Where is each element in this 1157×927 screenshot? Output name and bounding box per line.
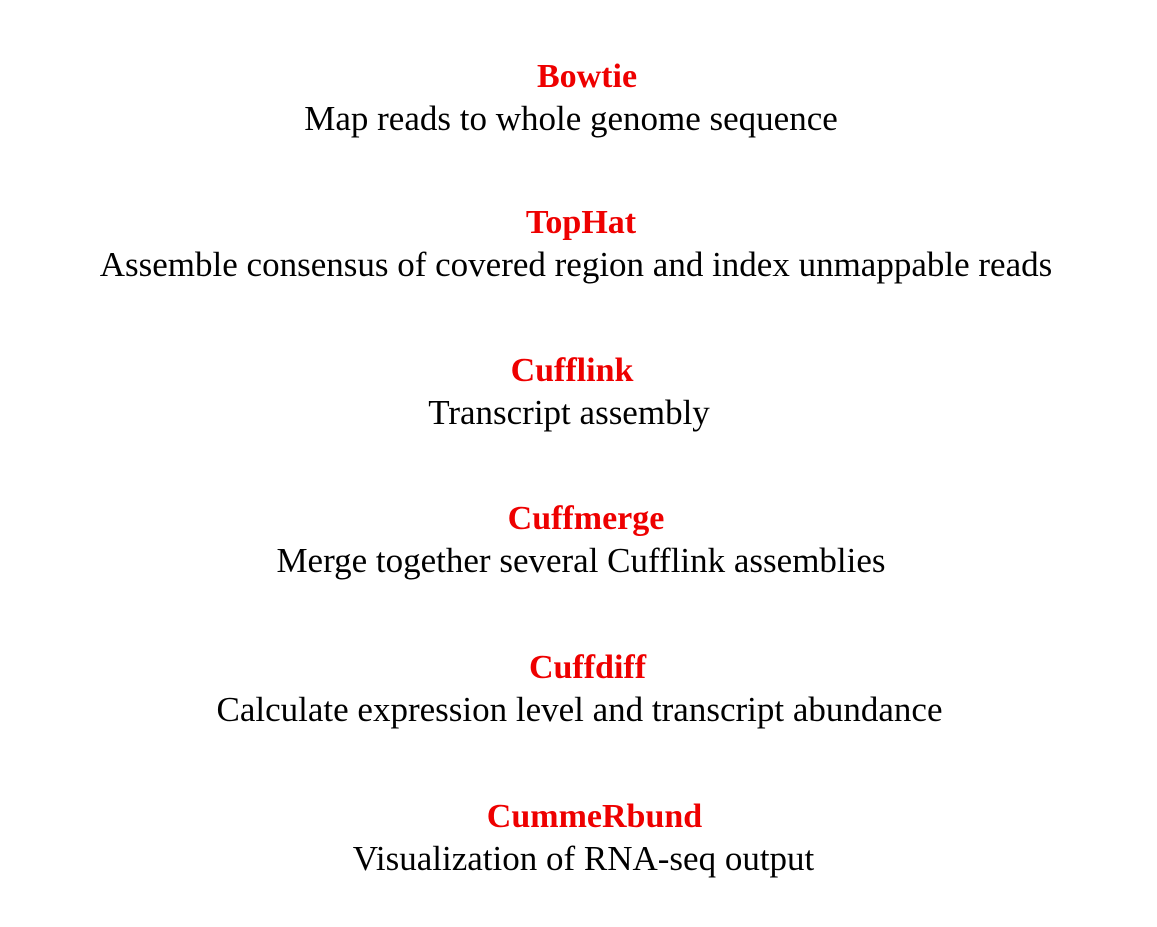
tool-name: TopHat: [525, 204, 637, 241]
tool-name: Cuffmerge: [507, 500, 665, 537]
tool-name: Cuffdiff: [528, 649, 647, 686]
pipeline-step-tophat: TopHat Assemble consensus of covered reg…: [0, 203, 1157, 287]
tool-description: Calculate expression level and transcrip…: [216, 690, 943, 729]
pipeline-step-cummerbund: CummeRbund Visualization of RNA-seq outp…: [0, 797, 1157, 881]
tool-description: Visualization of RNA-seq output: [352, 839, 815, 878]
tool-description: Map reads to whole genome sequence: [304, 99, 838, 138]
tool-name: CummeRbund: [486, 798, 703, 835]
pipeline-step-cufflink: Cufflink Transcript assembly: [0, 351, 1157, 435]
pipeline-step-cuffdiff: Cuffdiff Calculate expression level and …: [0, 648, 1157, 732]
pipeline-step-cuffmerge: Cuffmerge Merge together several Cufflin…: [0, 499, 1157, 583]
tool-description: Merge together several Cufflink assembli…: [276, 541, 886, 580]
tool-name: Cufflink: [510, 352, 634, 389]
pipeline-step-bowtie: Bowtie Map reads to whole genome sequenc…: [0, 57, 1157, 141]
tool-name: Bowtie: [536, 58, 638, 95]
tool-description: Transcript assembly: [428, 393, 710, 432]
tool-description: Assemble consensus of covered region and…: [99, 245, 1053, 284]
